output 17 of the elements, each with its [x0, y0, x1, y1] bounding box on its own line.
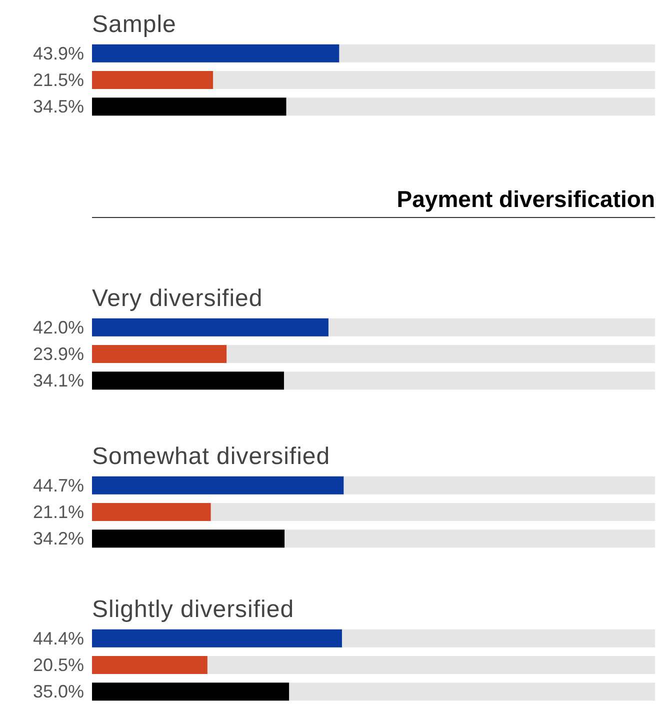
chart-title: Somewhat diversified: [92, 442, 332, 472]
chart-title: Very diversified: [92, 284, 264, 314]
chart-title: Slightly diversified: [92, 595, 296, 625]
data-label: 35.0%: [32, 682, 84, 702]
data-label: 44.4%: [32, 628, 84, 648]
data-label: 23.9%: [32, 344, 84, 364]
data-label: 42.0%: [32, 317, 84, 338]
data-label: 21.5%: [32, 70, 84, 90]
data-label: 20.5%: [32, 654, 84, 675]
data-label: 43.9%: [32, 43, 84, 64]
data-label: 34.5%: [32, 96, 84, 117]
text: Payment diversification: [92, 185, 655, 218]
data-label: 21.1%: [32, 502, 84, 522]
chart-title: Sample: [92, 10, 178, 40]
data-label: 34.1%: [32, 370, 84, 391]
data-label: 44.7%: [32, 475, 84, 496]
data-label: 34.2%: [32, 528, 84, 549]
